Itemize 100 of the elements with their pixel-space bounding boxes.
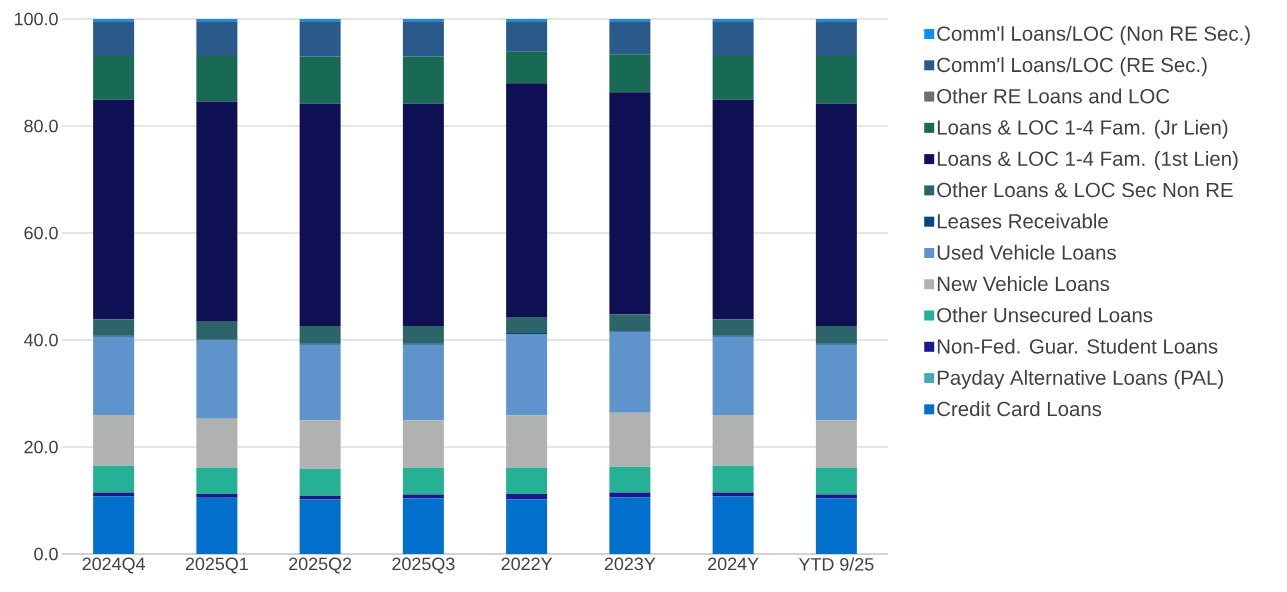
legend-label: Non-Fed. Guar. Student Loans [937,338,1218,354]
x-tick-label: 2025Q1 [185,557,248,574]
bar [299,420,341,469]
bar [609,412,651,467]
bar [712,414,754,466]
bar [299,56,341,104]
bar [609,314,651,332]
bar [196,467,238,495]
bar [712,99,754,320]
y-tick-label: 60.0 [24,226,58,240]
bar [402,18,444,22]
x-tick-label: 2023Y [604,557,656,571]
y-tick-label: 20.0 [24,440,58,454]
bar [815,18,857,22]
bar [196,321,238,340]
bar [712,21,754,56]
y-tick-label: 100.0 [14,12,58,26]
legend-label: New Vehicle Loans [937,276,1110,292]
legend-label: Other Unsecured Loans [937,307,1153,323]
x-tick-label: 2025Q2 [289,557,352,574]
bar [299,21,341,57]
bar [196,21,238,56]
bar [93,99,135,320]
legend-label: Other RE Loans and LOC [937,88,1170,104]
bar [712,492,754,497]
legend-label: Payday Alternative Loans (PAL) [937,369,1223,389]
bar [815,326,857,344]
legend-label: Loans & LOC 1-4 Fam. (1st Lien) [937,150,1238,171]
bar [402,21,444,57]
bar [609,21,651,55]
legend-label: Credit Card Loans [937,401,1102,417]
y-tick-label: 40.0 [23,333,58,347]
legend-label: Comm'l Loans/LOC (RE Sec.) [937,57,1207,77]
bar [402,326,444,344]
bar [815,55,857,104]
bar [506,21,548,52]
bar [402,420,444,468]
legend-label: Comm'l Loans/LOC (Non RE Sec.) [937,25,1250,45]
bar [815,21,857,56]
x-tick-label: 2022Y [501,557,553,571]
bar [299,468,341,496]
x-tick-label: 2024Y [708,557,759,571]
bar [402,498,444,554]
bar [609,54,651,93]
bar [815,344,857,421]
bar [506,467,548,495]
bar [299,344,341,421]
bar [609,92,651,315]
bar [93,21,135,56]
bar [299,499,341,554]
bar [609,331,651,413]
bar [299,103,341,327]
bar [196,340,238,419]
bar [196,55,238,102]
bar [93,18,135,22]
bar [506,18,548,22]
bar [196,494,238,498]
bar [712,496,754,554]
bar [506,499,548,554]
bar [609,492,651,498]
bar [815,467,857,495]
legend-label: Used Vehicle Loans [937,244,1116,260]
bar [712,465,754,493]
bar [815,103,857,327]
bar [402,56,444,104]
bar [815,498,857,554]
x-tick-label: 2025Q3 [392,557,455,574]
bar [506,83,548,317]
bar [506,316,548,334]
bar [506,494,548,500]
bar [712,55,754,100]
bar [93,336,135,415]
bar [299,18,341,22]
x-tick-label: YTD 9/25 [798,557,874,571]
bar [93,465,135,493]
bar [712,319,754,336]
y-tick-label: 80.0 [24,119,58,133]
bar [506,334,548,416]
bar [712,336,754,415]
bar [93,492,135,497]
legend-label: Other Loans & LOC Sec Non RE [937,182,1233,198]
bar [196,101,238,322]
bar [712,18,754,22]
bar [402,467,444,495]
bar [196,18,238,22]
bar [196,418,238,468]
bar [93,496,135,554]
legend-label: Loans & LOC 1-4 Fam. (Jr Lien) [937,119,1228,139]
bar [299,326,341,344]
bar [609,18,651,22]
bar [815,420,857,468]
y-tick-label: 0.0 [34,547,58,561]
bar [506,51,548,84]
bar [402,103,444,327]
bar [609,497,651,554]
legend-label: Leases Receivable [937,213,1108,229]
bar [402,344,444,421]
bar [93,319,135,336]
bar [506,415,548,468]
bar [609,466,651,493]
